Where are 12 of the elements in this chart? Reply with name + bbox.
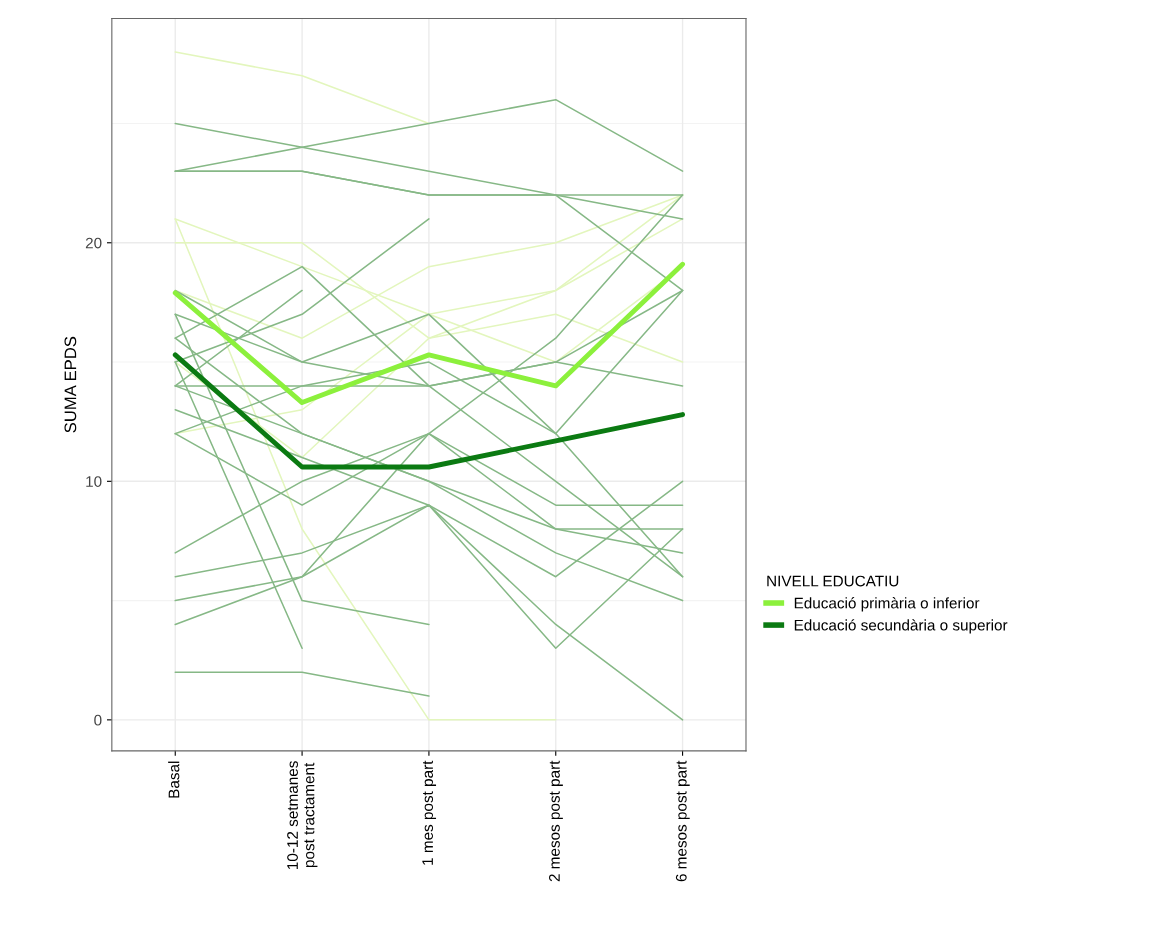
y-tick-label: 0 — [94, 714, 102, 726]
legend-label: Educació primària o inferior — [794, 597, 980, 612]
x-tick-label: 2 mesos post part — [549, 760, 563, 882]
x-tick-label: 1 mes post part — [422, 760, 437, 865]
y-tick-label: 20 — [85, 237, 102, 249]
x-tick-label: Basal — [168, 761, 180, 798]
y-tick-label: 10 — [86, 476, 102, 487]
x-tick-label: 10-12 setmanes post tractament — [287, 761, 318, 869]
legend-title: NIVELL EDUCATIU — [767, 575, 899, 587]
y-axis-title: SUMA EPDS — [64, 336, 77, 433]
x-tick-label: 6 mesos post part — [675, 760, 690, 882]
legend-label: Educació secundària o superior — [794, 619, 1008, 634]
